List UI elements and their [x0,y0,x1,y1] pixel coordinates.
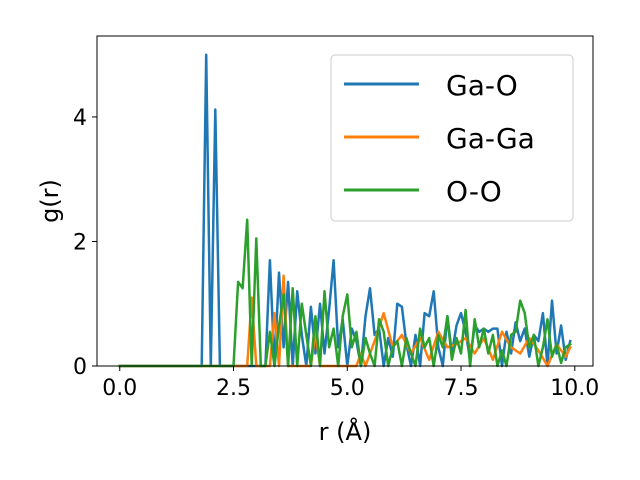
x-tick-label: 0.0 [102,376,137,401]
y-tick-label: 0 [73,355,87,380]
plot-area [118,53,572,368]
y-tick-label: 2 [73,230,87,255]
axes-frame [96,35,594,367]
ticks: 0.0 2.5 5.0 7.5 10.0 0 2 4 [73,106,599,401]
y-tick-label: 4 [73,106,87,131]
legend-label-o-o: O-O [446,175,502,208]
y-axis-label: g(r) [36,179,64,223]
series-line-ga-o [118,53,572,368]
legend-label-ga-o: Ga-O [446,69,518,102]
x-tick-label: 7.5 [444,376,479,401]
x-tick-label: 10.0 [550,376,599,401]
x-tick-label: 5.0 [330,376,365,401]
series-line-o-o [118,218,572,368]
legend-label-ga-ga: Ga-Ga [446,122,535,155]
legend-frame [330,54,574,222]
x-axis-label: r (Å) [319,417,372,446]
legend: Ga-O Ga-Ga O-O [330,54,574,222]
x-tick-label: 2.5 [216,376,251,401]
